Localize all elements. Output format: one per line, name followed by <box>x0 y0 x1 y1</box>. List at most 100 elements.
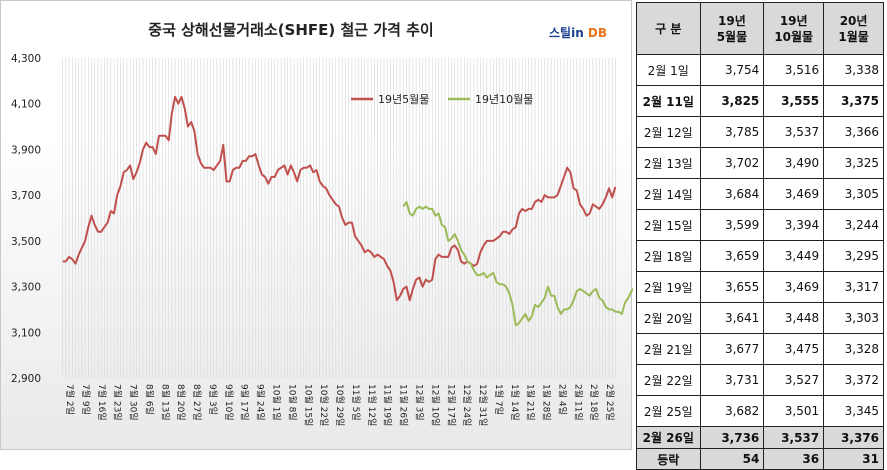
date-cell: 2월 26일 <box>636 426 701 449</box>
price-cell: 3,475 <box>763 333 825 365</box>
price-cell: 3,328 <box>823 333 884 365</box>
price-cell: 3,659 <box>699 240 765 272</box>
price-cell: 3,555 <box>763 85 825 117</box>
x-tick-label: 9월 3일 <box>207 384 219 415</box>
price-cell: 3,731 <box>699 364 765 396</box>
price-cell: 3,317 <box>823 271 884 303</box>
date-cell: 2월 20일 <box>636 302 701 334</box>
x-tick-label: 10월 15일 <box>302 384 314 426</box>
table-row: 2월 12일 3,785 3,537 3,366 <box>636 116 884 148</box>
price-cell: 31 <box>823 448 884 470</box>
x-tick-label: 12월 3일 <box>413 384 425 421</box>
header-category: 구 분 <box>636 2 701 55</box>
date-cell: 2월 1일 <box>636 54 701 86</box>
y-tick-label: 3,100 <box>11 327 41 339</box>
price-cell: 3,469 <box>763 271 825 303</box>
series-line-2 <box>402 201 633 327</box>
brand-logo-text: 스틸in <box>549 26 588 40</box>
y-tick-label: 3,500 <box>11 236 41 248</box>
table-row: 2월 25일 3,682 3,501 3,345 <box>636 395 884 427</box>
x-tick-label: 7월 16일 <box>96 384 108 421</box>
table-row: 2월 26일 3,736 3,537 3,376 <box>636 426 884 449</box>
x-tick-label: 9월 10일 <box>223 384 235 421</box>
series-line-1 <box>62 95 617 302</box>
date-cell: 등락 <box>636 448 701 470</box>
y-tick-label: 4,100 <box>11 99 41 111</box>
price-cell: 3,516 <box>763 54 825 86</box>
price-cell: 3,375 <box>823 85 884 117</box>
header-contract: 20년 1월물 <box>823 2 884 55</box>
table-header-row: 구 분 19년 5월물 19년 10월물 20년 1월물 <box>636 2 884 55</box>
price-cell: 3,825 <box>699 85 765 117</box>
price-cell: 3,338 <box>823 54 884 86</box>
x-tick-label: 12월 17일 <box>445 384 457 426</box>
table-row: 등락 54 36 31 <box>636 448 884 470</box>
price-cell: 3,448 <box>763 302 825 334</box>
price-table-body: 구 분 19년 5월물 19년 10월물 20년 1월물 2월 1일 3,754 3,516 3,3… <box>636 2 884 470</box>
x-tick-label: 7월 23일 <box>112 384 124 421</box>
date-cell: 2월 18일 <box>636 240 701 272</box>
price-cell: 3,682 <box>699 395 765 427</box>
price-cell: 3,394 <box>763 209 825 241</box>
header-contract: 19년 10월물 <box>763 2 825 55</box>
table-row: 2월 1일 3,754 3,516 3,338 <box>636 54 884 86</box>
y-tick-label: 2,900 <box>11 373 41 385</box>
y-tick-label: 3,300 <box>11 282 41 294</box>
date-cell: 2월 13일 <box>636 147 701 179</box>
price-cell: 3,599 <box>699 209 765 241</box>
price-cell: 3,295 <box>823 240 884 272</box>
vertical-date-lines <box>62 58 616 378</box>
x-tick-label: 9월 24일 <box>255 384 267 421</box>
price-cell: 3,345 <box>823 395 884 427</box>
price-cell: 3,501 <box>763 395 825 427</box>
y-tick-label: 3,700 <box>11 190 41 202</box>
x-tick-label: 2월 18일 <box>588 384 600 421</box>
price-cell: 3,736 <box>699 426 765 449</box>
x-tick-label: 2월 11일 <box>572 384 584 421</box>
price-table: 구 분 19년 5월물 19년 10월물 20년 1월물 2월 1일 3,754 3,516 3,3… <box>636 2 884 470</box>
price-cell: 3,785 <box>699 116 765 148</box>
price-cell: 36 <box>763 448 825 470</box>
x-tick-label: 11월 12일 <box>366 384 378 426</box>
price-cell: 3,641 <box>699 302 765 334</box>
table-row: 2월 14일 3,684 3,469 3,305 <box>636 178 884 210</box>
price-cell: 3,684 <box>699 178 765 210</box>
price-cell: 3,376 <box>823 426 884 449</box>
date-cell: 2월 12일 <box>636 116 701 148</box>
chart-panel: 중국 상해선물거래소(SHFE) 철근 가격 추이 스틸in DB 2,900 3… <box>0 0 633 450</box>
x-tick-label: 8월 20일 <box>175 384 187 421</box>
x-tick-label: 12월 24일 <box>461 384 473 426</box>
price-cell: 3,325 <box>823 147 884 179</box>
x-tick-label: 12월 10일 <box>429 384 441 426</box>
date-cell: 2월 11일 <box>636 85 701 117</box>
price-cell: 3,469 <box>763 178 825 210</box>
date-cell: 2월 14일 <box>636 178 701 210</box>
x-tick-label: 9월 17일 <box>239 384 251 421</box>
x-tick-label: 2월 25일 <box>604 384 616 421</box>
price-cell: 3,303 <box>823 302 884 334</box>
date-cell: 2월 21일 <box>636 333 701 365</box>
price-cell: 3,527 <box>763 364 825 396</box>
price-cell: 3,305 <box>823 178 884 210</box>
x-tick-label: 1월 14일 <box>509 384 521 421</box>
legend-label-2: 19년10월물 <box>475 93 533 106</box>
y-tick-label: 4,300 <box>11 53 41 65</box>
x-tick-label: 7월 9일 <box>80 384 92 415</box>
table-row: 2월 20일 3,641 3,448 3,303 <box>636 302 884 334</box>
price-cell: 3,490 <box>763 147 825 179</box>
brand-logo: 스틸in DB <box>549 24 607 41</box>
y-tick-label: 3,900 <box>11 144 41 156</box>
line-chart: 2,900 3,100 3,300 3,500 3,700 3,900 4,100 4,300… <box>11 53 633 426</box>
price-cell: 3,366 <box>823 116 884 148</box>
price-cell: 54 <box>699 448 765 470</box>
price-cell: 3,754 <box>699 54 765 86</box>
x-tick-label: 11월 19일 <box>382 384 394 426</box>
x-tick-label: 8월 13일 <box>159 384 171 421</box>
table-row: 2월 13일 3,702 3,490 3,325 <box>636 147 884 179</box>
price-cell: 3,244 <box>823 209 884 241</box>
header-contract: 19년 5월물 <box>699 2 765 55</box>
price-cell: 3,449 <box>763 240 825 272</box>
price-cell: 3,372 <box>823 364 884 396</box>
x-tick-label: 10월 29일 <box>334 384 346 426</box>
brand-logo-db: DB <box>587 26 608 40</box>
